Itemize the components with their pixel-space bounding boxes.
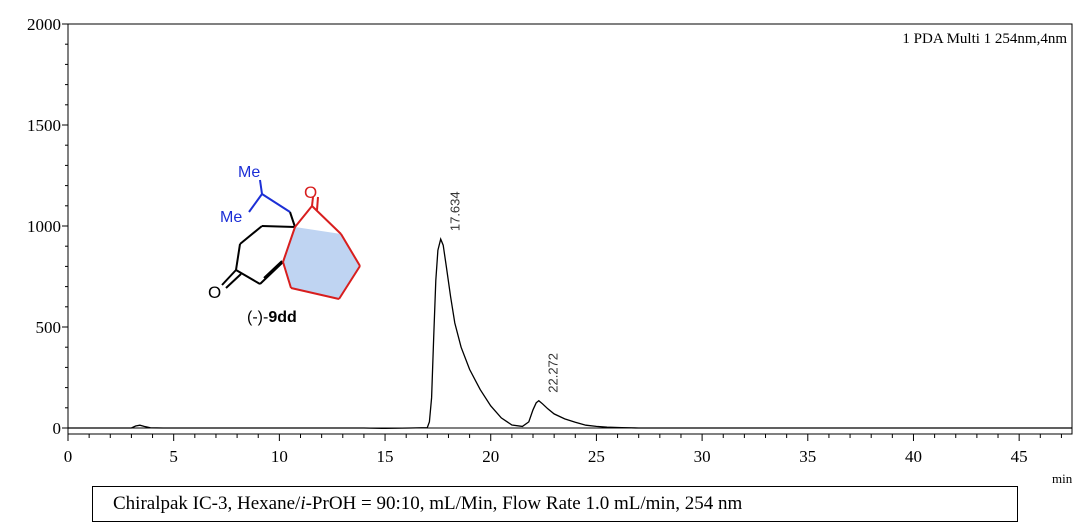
x-tick-label: 15 — [377, 447, 394, 466]
molecule-structure: Me Me O O (-)-9dd — [208, 164, 361, 326]
methyl-left-label: Me — [220, 209, 242, 226]
x-axis-label: min — [1052, 471, 1073, 486]
x-tick-label: 20 — [482, 447, 499, 466]
y-tick-label: 2000 — [27, 15, 61, 34]
detector-label: 1 PDA Multi 1 254nm,4nm — [902, 31, 1067, 47]
chromatogram-trace — [68, 237, 1072, 430]
x-tick-label: 45 — [1011, 447, 1028, 466]
peak-label: 22.272 — [546, 353, 561, 393]
conditions-text-2: -PrOH = 90:10, mL/Min, Flow Rate 1.0 mL/… — [305, 493, 743, 514]
enone-oxygen-label: O — [208, 283, 221, 302]
conditions-box: Chiralpak IC-3, Hexane/i-PrOH = 90:10, m… — [92, 486, 1018, 522]
x-tick-label: 10 — [271, 447, 288, 466]
y-tick-label: 500 — [36, 318, 62, 337]
methyl-top-label: Me — [238, 164, 260, 181]
x-tick-label: 30 — [694, 447, 711, 466]
x-tick-label: 40 — [905, 447, 922, 466]
conditions-italic: i — [300, 493, 306, 514]
y-tick-label: 1000 — [27, 217, 61, 236]
conditions-text-1: Chiralpak IC-3, Hexane/ — [113, 493, 301, 514]
ketone-oxygen-label: O — [304, 183, 317, 202]
peak-label: 17.634 — [448, 191, 463, 231]
x-tick-label: 0 — [64, 447, 73, 466]
y-tick-label: 1500 — [27, 116, 61, 135]
x-tick-label: 25 — [588, 447, 605, 466]
x-tick-label: 35 — [799, 447, 816, 466]
plot-frame — [67, 23, 1073, 435]
y-tick-label: 0 — [53, 419, 62, 438]
compound-label: (-)-9dd — [247, 309, 297, 326]
x-tick-label: 5 — [169, 447, 178, 466]
ring-fill — [283, 227, 360, 299]
